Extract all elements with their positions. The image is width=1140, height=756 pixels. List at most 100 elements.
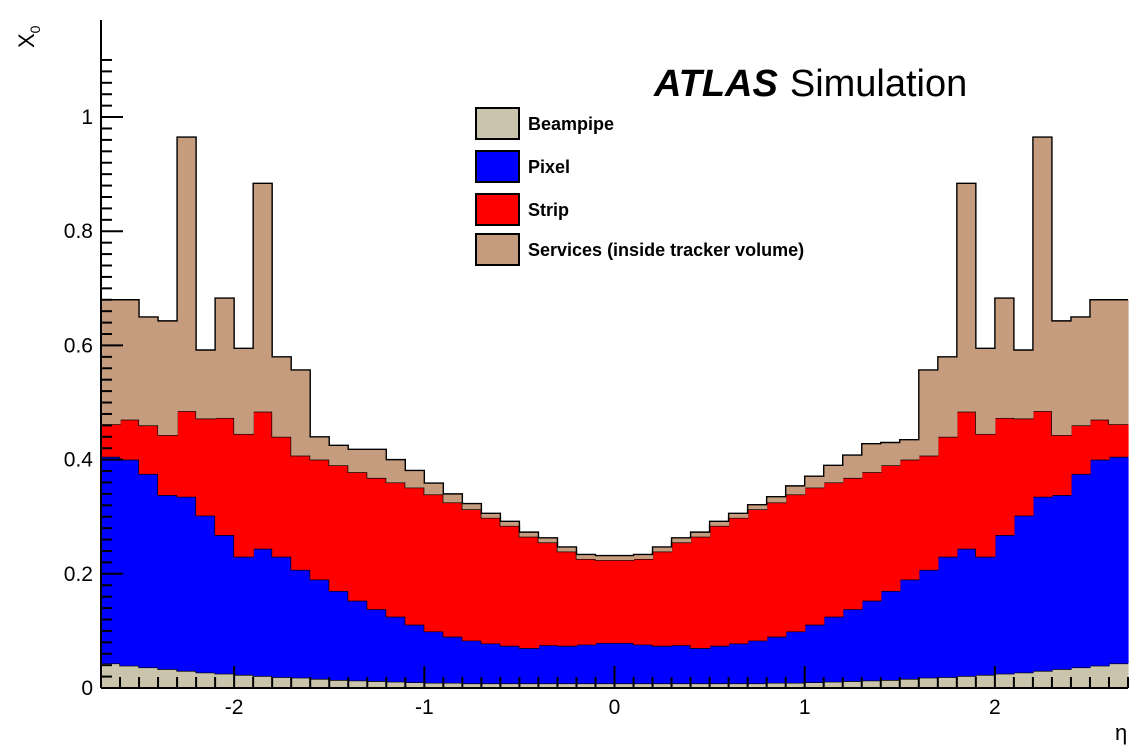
bar [918, 569, 939, 678]
bar [253, 183, 273, 412]
bar [823, 681, 844, 688]
bar [424, 631, 444, 683]
bar [481, 683, 501, 688]
bar [614, 560, 635, 643]
bar [728, 643, 749, 684]
bar [766, 502, 787, 637]
bar [1089, 419, 1110, 460]
bar [139, 425, 159, 474]
bar [671, 645, 692, 684]
legend-label: Pixel [528, 157, 570, 177]
bar [576, 558, 597, 645]
bar [462, 503, 482, 510]
bar [538, 645, 559, 684]
bar [120, 665, 140, 688]
bar [1032, 670, 1053, 688]
bar [177, 496, 197, 671]
bar [652, 551, 673, 646]
y-tick-label: 1 [81, 106, 93, 129]
bar [1070, 425, 1091, 474]
bar [348, 472, 368, 601]
bar [500, 521, 521, 526]
bar [386, 459, 406, 483]
legend-entry: Pixel [475, 150, 570, 183]
bar [519, 683, 540, 688]
legend-label: Strip [528, 200, 569, 220]
bar [956, 676, 977, 688]
bar [120, 299, 140, 420]
bar [595, 560, 616, 643]
bar [291, 369, 311, 456]
bar [557, 546, 578, 552]
bar [861, 600, 882, 681]
bar [728, 683, 749, 688]
bar [1108, 456, 1129, 664]
bar [956, 411, 977, 549]
legend-swatch [475, 107, 520, 140]
bar [709, 521, 730, 526]
bar [728, 513, 749, 518]
bar [367, 449, 387, 478]
bar [690, 683, 711, 688]
bar [1070, 667, 1091, 688]
bar [747, 640, 768, 684]
bar [310, 678, 330, 688]
bar [823, 465, 844, 483]
bar [367, 681, 387, 688]
bar [386, 681, 406, 688]
series-pixel [101, 456, 1129, 684]
bar [785, 631, 806, 683]
bar [633, 554, 654, 559]
bar [671, 537, 692, 543]
bar [899, 459, 920, 580]
bar [519, 648, 540, 684]
bar [291, 569, 311, 678]
bar [234, 433, 254, 557]
bar [386, 482, 406, 617]
bar [861, 680, 882, 688]
bar [462, 509, 482, 641]
bar [424, 682, 444, 688]
bar [1032, 137, 1053, 412]
y-axis-label-main: X [14, 33, 39, 48]
bar [652, 683, 673, 688]
bar [348, 449, 368, 473]
bar [1108, 299, 1129, 425]
bar [234, 556, 254, 675]
bar [329, 680, 349, 688]
bar [196, 418, 216, 516]
bar [937, 436, 958, 557]
bar [158, 320, 178, 436]
bar [975, 348, 996, 434]
bar [1051, 320, 1072, 436]
bar [1070, 316, 1091, 426]
bar [766, 496, 787, 503]
x-tick-label: 2 [989, 696, 1001, 719]
legend-swatch [475, 233, 520, 266]
bar [538, 542, 559, 646]
bar [519, 532, 540, 537]
bar [158, 435, 178, 496]
bar [899, 579, 920, 679]
bar [1051, 435, 1072, 496]
series-beampipe [101, 662, 1129, 688]
bar [747, 509, 768, 641]
legend-entry: Strip [475, 193, 569, 226]
bar [196, 515, 216, 673]
bar [177, 137, 197, 412]
bar [576, 554, 597, 559]
bar [329, 445, 349, 466]
bar [234, 348, 254, 434]
bar [804, 476, 825, 488]
bar [101, 456, 121, 664]
bar [1032, 496, 1053, 671]
bar [633, 683, 654, 688]
bar [158, 495, 178, 670]
bar [253, 548, 273, 677]
bar [880, 465, 901, 591]
bar [937, 356, 958, 437]
bar [500, 683, 521, 688]
bar [614, 555, 635, 561]
legend: Beampipe Pixel Strip Services (inside track… [475, 107, 804, 266]
bar [956, 548, 977, 677]
